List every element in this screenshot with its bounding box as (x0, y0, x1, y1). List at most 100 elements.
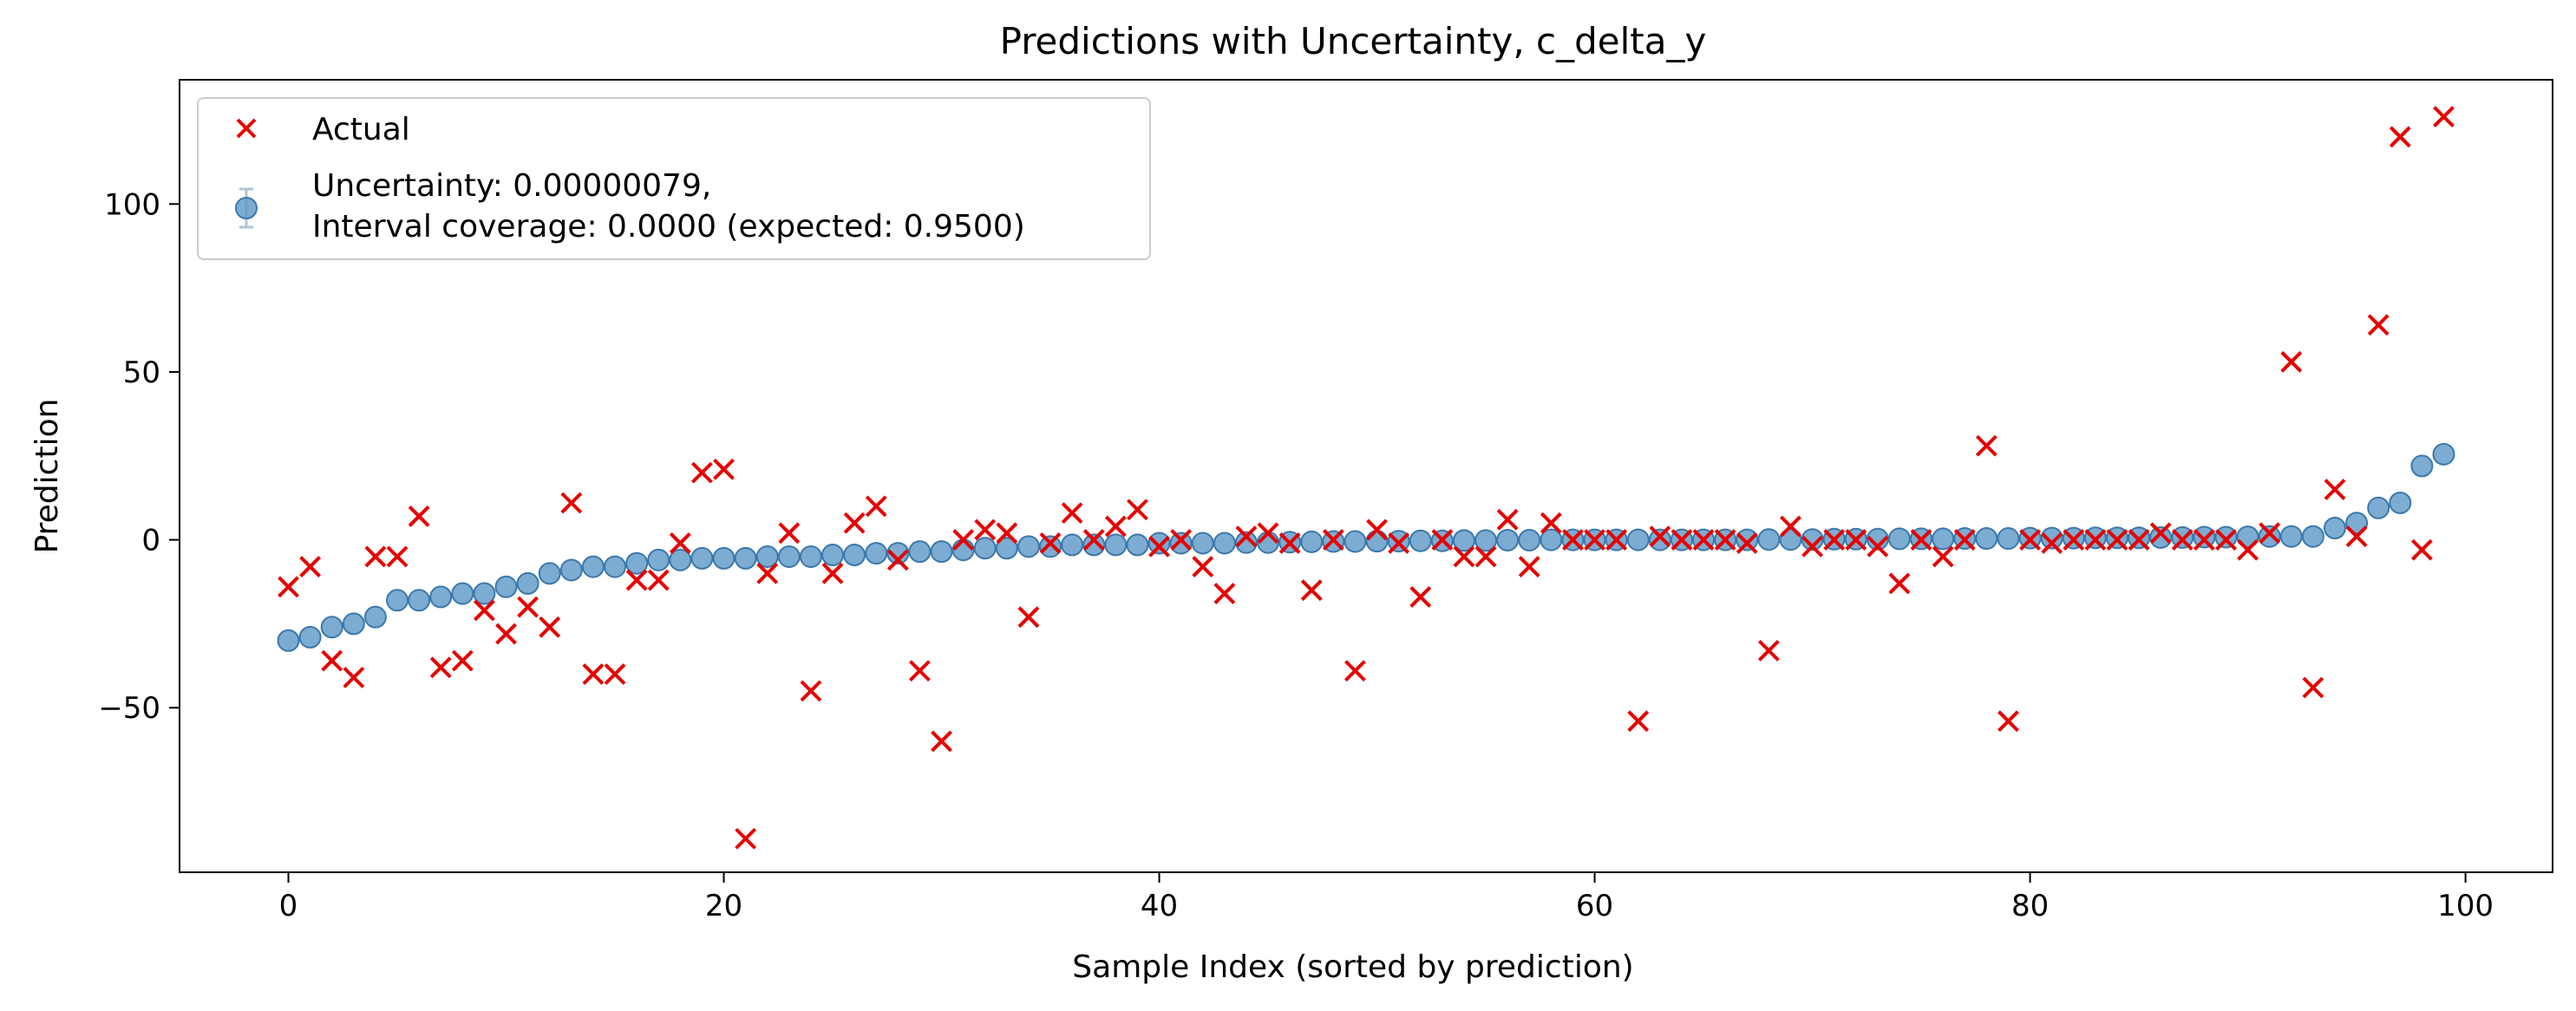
actual-point (539, 616, 561, 638)
prediction-point (1801, 528, 1824, 551)
y-tick-label: −50 (98, 691, 160, 726)
actual-point (1714, 529, 1736, 551)
actual-point (2149, 522, 2172, 545)
prediction-point (408, 589, 431, 612)
prediction-point (973, 537, 997, 560)
prediction-point (1866, 527, 1889, 551)
actual-point (1104, 515, 1127, 538)
prediction-point (1104, 533, 1128, 557)
actual-point (1474, 545, 1497, 568)
actual-point (625, 569, 648, 591)
actual-point (473, 599, 495, 622)
actual-point (582, 663, 605, 685)
actual-point (1823, 529, 1846, 551)
actual-points (278, 106, 2455, 850)
x-tick-label: 40 (1141, 889, 1178, 923)
legend-prediction-marker (235, 187, 258, 229)
actual-point (1366, 519, 1388, 541)
actual-point (2433, 106, 2455, 128)
actual-point (1975, 434, 1997, 457)
actual-point (495, 623, 517, 645)
y-axis: −50 0 50 100 (98, 187, 180, 726)
actual-point (1932, 545, 1954, 568)
prediction-point (647, 548, 670, 571)
prediction-point (604, 555, 627, 578)
actual-point (364, 545, 387, 568)
prediction-point (734, 546, 757, 570)
actual-point (996, 522, 1018, 545)
actual-point (931, 730, 952, 753)
prediction-point (1017, 535, 1040, 558)
actual-point (1127, 499, 1148, 521)
actual-point (2324, 479, 2346, 500)
actual-point (1192, 556, 1214, 577)
prediction-point (2214, 525, 2238, 549)
prediction-point (2301, 525, 2324, 548)
actual-point (408, 506, 430, 527)
actual-point (517, 596, 539, 618)
prediction-point (1997, 527, 2020, 551)
actual-point (1257, 522, 1279, 545)
actual-point (1670, 529, 1693, 551)
prediction-point (451, 582, 474, 605)
actual-point (1888, 572, 1911, 595)
actual-point (560, 492, 583, 514)
prediction-point (1147, 532, 1171, 555)
prediction-point (1191, 532, 1214, 555)
y-tick-label: 50 (123, 355, 160, 390)
prediction-point (755, 545, 779, 568)
actual-point (974, 519, 997, 541)
actual-point (1605, 529, 1628, 551)
prediction-point (2279, 525, 2303, 548)
prediction-point (1344, 530, 1367, 553)
actual-point (2302, 676, 2324, 699)
actual-point (1300, 579, 1323, 602)
prediction-point (1648, 528, 1671, 551)
actual-point (2367, 314, 2390, 336)
actual-point (909, 660, 931, 682)
prediction-point (386, 589, 409, 612)
x-tick-label: 60 (1576, 889, 1613, 923)
actual-point (451, 649, 474, 672)
actual-point (886, 549, 909, 571)
y-axis-label: Prediction (29, 399, 65, 554)
actual-point (1997, 710, 2019, 733)
actual-point (604, 663, 626, 685)
actual-point (2237, 538, 2259, 561)
prediction-point (1496, 528, 1520, 551)
prediction-point (951, 538, 975, 562)
prediction-point (777, 545, 801, 568)
plot-frame (179, 79, 2553, 873)
y-tick-label: 100 (104, 187, 160, 222)
prediction-point (1213, 532, 1236, 555)
prediction-point (908, 540, 932, 564)
prediction-point (2323, 517, 2346, 540)
actual-point (778, 522, 801, 545)
actual-point (713, 458, 735, 480)
actual-point (2280, 350, 2303, 373)
x-tick-label: 100 (2437, 889, 2494, 923)
actual-point (386, 545, 409, 568)
actual-point (1278, 532, 1301, 554)
prediction-point (298, 625, 322, 649)
legend-actual-marker (236, 118, 257, 139)
actual-point (1910, 529, 1932, 551)
actual-point (1736, 532, 1758, 554)
actual-point (1780, 515, 1801, 538)
prediction-point (799, 545, 822, 568)
actual-point (2063, 529, 2085, 551)
prediction-point (473, 582, 496, 605)
actual-point (2041, 532, 2063, 554)
prediction-point (2149, 525, 2173, 549)
actual-point (1584, 529, 1605, 551)
prediction-point (2040, 526, 2063, 550)
actual-point (1801, 535, 1823, 558)
prediction-point (1975, 527, 1998, 551)
actual-point (1627, 710, 1650, 733)
actual-point (1017, 606, 1040, 629)
prediction-point (2410, 454, 2434, 478)
prediction-point (1126, 533, 1149, 557)
prediction-point (1518, 528, 1541, 551)
x-tick-label: 80 (2011, 889, 2049, 923)
